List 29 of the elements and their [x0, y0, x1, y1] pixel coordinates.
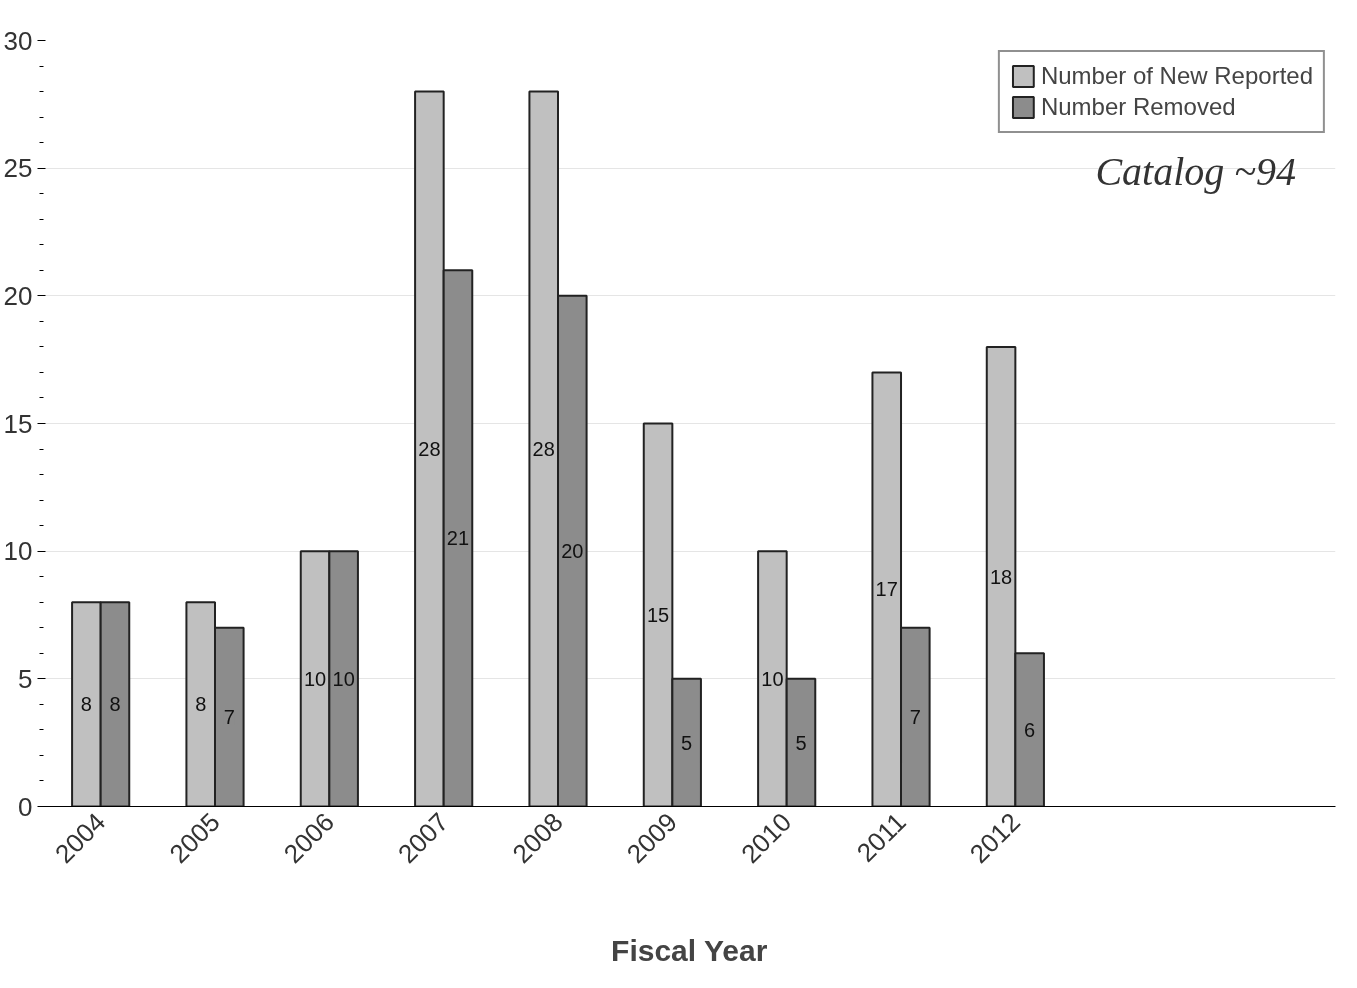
y-tick-label: 5 [18, 663, 33, 694]
data-label: 8 [80, 693, 92, 716]
data-label: 5 [795, 731, 807, 754]
data-label: 20 [561, 540, 584, 563]
y-tick-label: 10 [3, 536, 33, 567]
data-label: 7 [223, 706, 235, 729]
data-label: 18 [989, 565, 1013, 588]
y-tick-label: 20 [3, 280, 33, 311]
data-label: 10 [332, 667, 355, 690]
legend-label: Number Removed [1040, 93, 1236, 121]
y-tick-label: 0 [18, 791, 33, 822]
data-label: 28 [532, 438, 555, 461]
y-tick-label: 15 [3, 408, 33, 439]
x-axis-title: Fiscal Year [611, 934, 768, 968]
data-label: 28 [418, 438, 441, 461]
legend-label: Number of New Reported [1040, 62, 1313, 90]
data-label: 8 [109, 693, 121, 716]
data-label: 21 [446, 527, 470, 550]
y-tick-label: 25 [3, 153, 33, 184]
data-label: 6 [1024, 718, 1036, 741]
y-tick-label: 30 [3, 25, 33, 56]
data-label: 8 [195, 693, 207, 716]
data-label: 10 [303, 667, 327, 690]
data-label: 15 [646, 604, 670, 626]
data-label: 10 [761, 667, 784, 690]
data-label: 7 [909, 706, 921, 729]
data-label: 17 [875, 578, 898, 601]
data-label: 5 [681, 731, 693, 754]
text: Catalog ~94 [1095, 148, 1296, 194]
